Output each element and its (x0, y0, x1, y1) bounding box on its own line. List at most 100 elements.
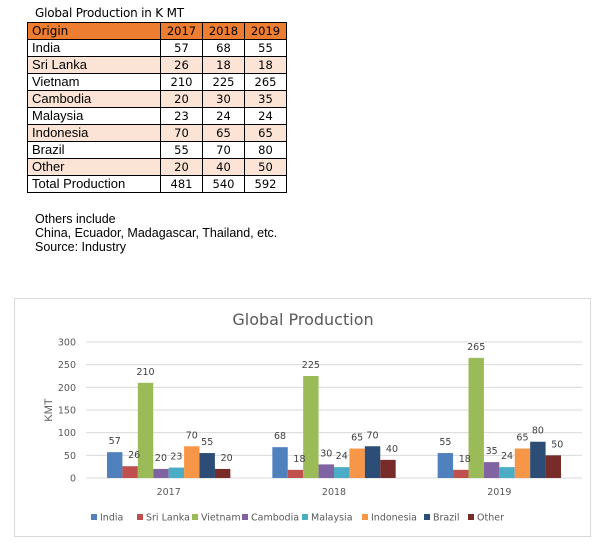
legend-label: Malaysia (311, 513, 353, 524)
chart-frame (14, 298, 591, 537)
total-label: Total Production (27, 175, 161, 193)
bar-sri-lanka-2019 (453, 469, 469, 478)
table-header-row: Origin 2017 2018 2019 (27, 22, 287, 40)
total-value-cell: 540 (202, 175, 245, 193)
y-axis-label: KMT (43, 398, 55, 422)
data-label: 20 (221, 453, 233, 464)
value-cell: 55 (244, 39, 287, 57)
value-cell: 23 (160, 107, 203, 125)
bar-brazil-2017 (199, 453, 215, 478)
y-tick-label: 0 (70, 474, 76, 485)
value-cell: 26 (160, 56, 203, 74)
legend-swatch (302, 514, 308, 520)
y-tick-label: 200 (58, 383, 76, 394)
bar-other-2018 (380, 459, 396, 478)
data-label: 18 (293, 454, 305, 465)
total-value-cell: 481 (160, 175, 203, 193)
legend-item-india: India (91, 513, 123, 524)
header-2017: 2017 (160, 22, 203, 40)
chart-title: Global Production (232, 310, 373, 329)
data-label: 210 (136, 367, 154, 378)
table-row: Indonesia 70 65 65 (27, 124, 287, 142)
data-label: 65 (516, 433, 528, 444)
value-cell: 35 (244, 90, 287, 108)
y-tick-label: 50 (64, 451, 76, 462)
data-label: 80 (532, 426, 544, 437)
y-tick-label: 100 (58, 428, 76, 439)
value-cell: 24 (202, 107, 245, 125)
bar-vietnam-2019 (468, 357, 484, 478)
legend-swatch (468, 514, 474, 520)
bar-india-2017 (107, 452, 123, 478)
value-cell: 40 (202, 158, 245, 176)
bar-indonesia-2018 (349, 448, 365, 478)
bar-india-2018 (272, 447, 288, 478)
bar-sri-lanka-2017 (122, 466, 138, 478)
notes-line-2: China, Ecuador, Madagascar, Thailand, et… (35, 226, 278, 240)
bar-indonesia-2019 (514, 448, 531, 478)
bar-malaysia-2019 (499, 467, 515, 478)
data-label: 265 (467, 342, 485, 353)
data-label: 18 (459, 454, 471, 465)
x-tick-label: 2019 (487, 487, 511, 498)
legend-label: Brazil (433, 513, 460, 524)
data-label: 20 (155, 453, 167, 464)
value-cell: 50 (244, 158, 287, 176)
data-label: 24 (501, 451, 513, 462)
legend-swatch (424, 514, 430, 520)
total-row: Total Production 481 540 592 (27, 175, 287, 193)
legend-item-vietnam: Vietnam (192, 513, 241, 524)
bar-malaysia-2018 (334, 467, 350, 478)
legend-label: Other (477, 513, 504, 524)
legend-swatch (91, 514, 97, 520)
table-row: Sri Lanka 26 18 18 (27, 56, 287, 74)
total-value-cell: 592 (244, 175, 287, 193)
bar-cambodia-2018 (318, 464, 334, 478)
bar-malaysia-2017 (168, 467, 185, 478)
legend-item-cambodia: Cambodia (242, 513, 299, 524)
bar-vietnam-2018 (303, 376, 319, 478)
legend-label: India (100, 513, 123, 524)
notes-line-1: Others include (35, 212, 116, 226)
data-label: 57 (109, 436, 121, 447)
data-label: 35 (486, 446, 498, 457)
data-label: 40 (386, 444, 398, 455)
data-label: 30 (320, 448, 332, 459)
legend-item-sri-lanka: Sri Lanka (137, 513, 190, 524)
table-row: Vietnam 210 225 265 (27, 73, 287, 91)
legend-label: Vietnam (201, 513, 241, 524)
legend-label: Cambodia (251, 513, 299, 524)
bar-vietnam-2017 (137, 382, 154, 478)
legend-item-brazil: Brazil (424, 513, 460, 524)
header-origin: Origin (27, 22, 161, 40)
origin-cell: Indonesia (27, 124, 161, 142)
notes: Others include China, Ecuador, Madagasca… (35, 212, 277, 254)
legend-swatch (192, 514, 198, 520)
data-label: 23 (170, 452, 182, 463)
bar-other-2017 (214, 468, 231, 478)
bar-brazil-2018 (364, 446, 381, 478)
production-table: Origin 2017 2018 2019 India 57 68 55 Sri Lan… (27, 22, 287, 193)
data-label: 26 (128, 450, 140, 461)
y-tick-label: 300 (58, 338, 76, 349)
data-label: 24 (336, 451, 348, 462)
origin-cell: Sri Lanka (27, 56, 161, 74)
data-label: 55 (201, 437, 213, 448)
legend-swatch (362, 514, 368, 520)
bar-other-2019 (545, 455, 561, 478)
header-2019: 2019 (244, 22, 287, 40)
x-tick-label: 2018 (322, 487, 346, 498)
legend-item-indonesia: Indonesia (362, 513, 417, 524)
bar-indonesia-2017 (184, 446, 200, 478)
legend-swatch (242, 514, 248, 520)
legend-swatch (137, 514, 143, 520)
value-cell: 210 (160, 73, 203, 91)
table-row: Malaysia 23 24 24 (27, 107, 287, 125)
bar-cambodia-2017 (153, 468, 169, 478)
value-cell: 18 (202, 56, 245, 74)
data-label: 68 (274, 431, 286, 442)
legend-item-malaysia: Malaysia (302, 513, 353, 524)
bar-india-2019 (437, 453, 454, 478)
legend-label: Indonesia (371, 513, 417, 524)
